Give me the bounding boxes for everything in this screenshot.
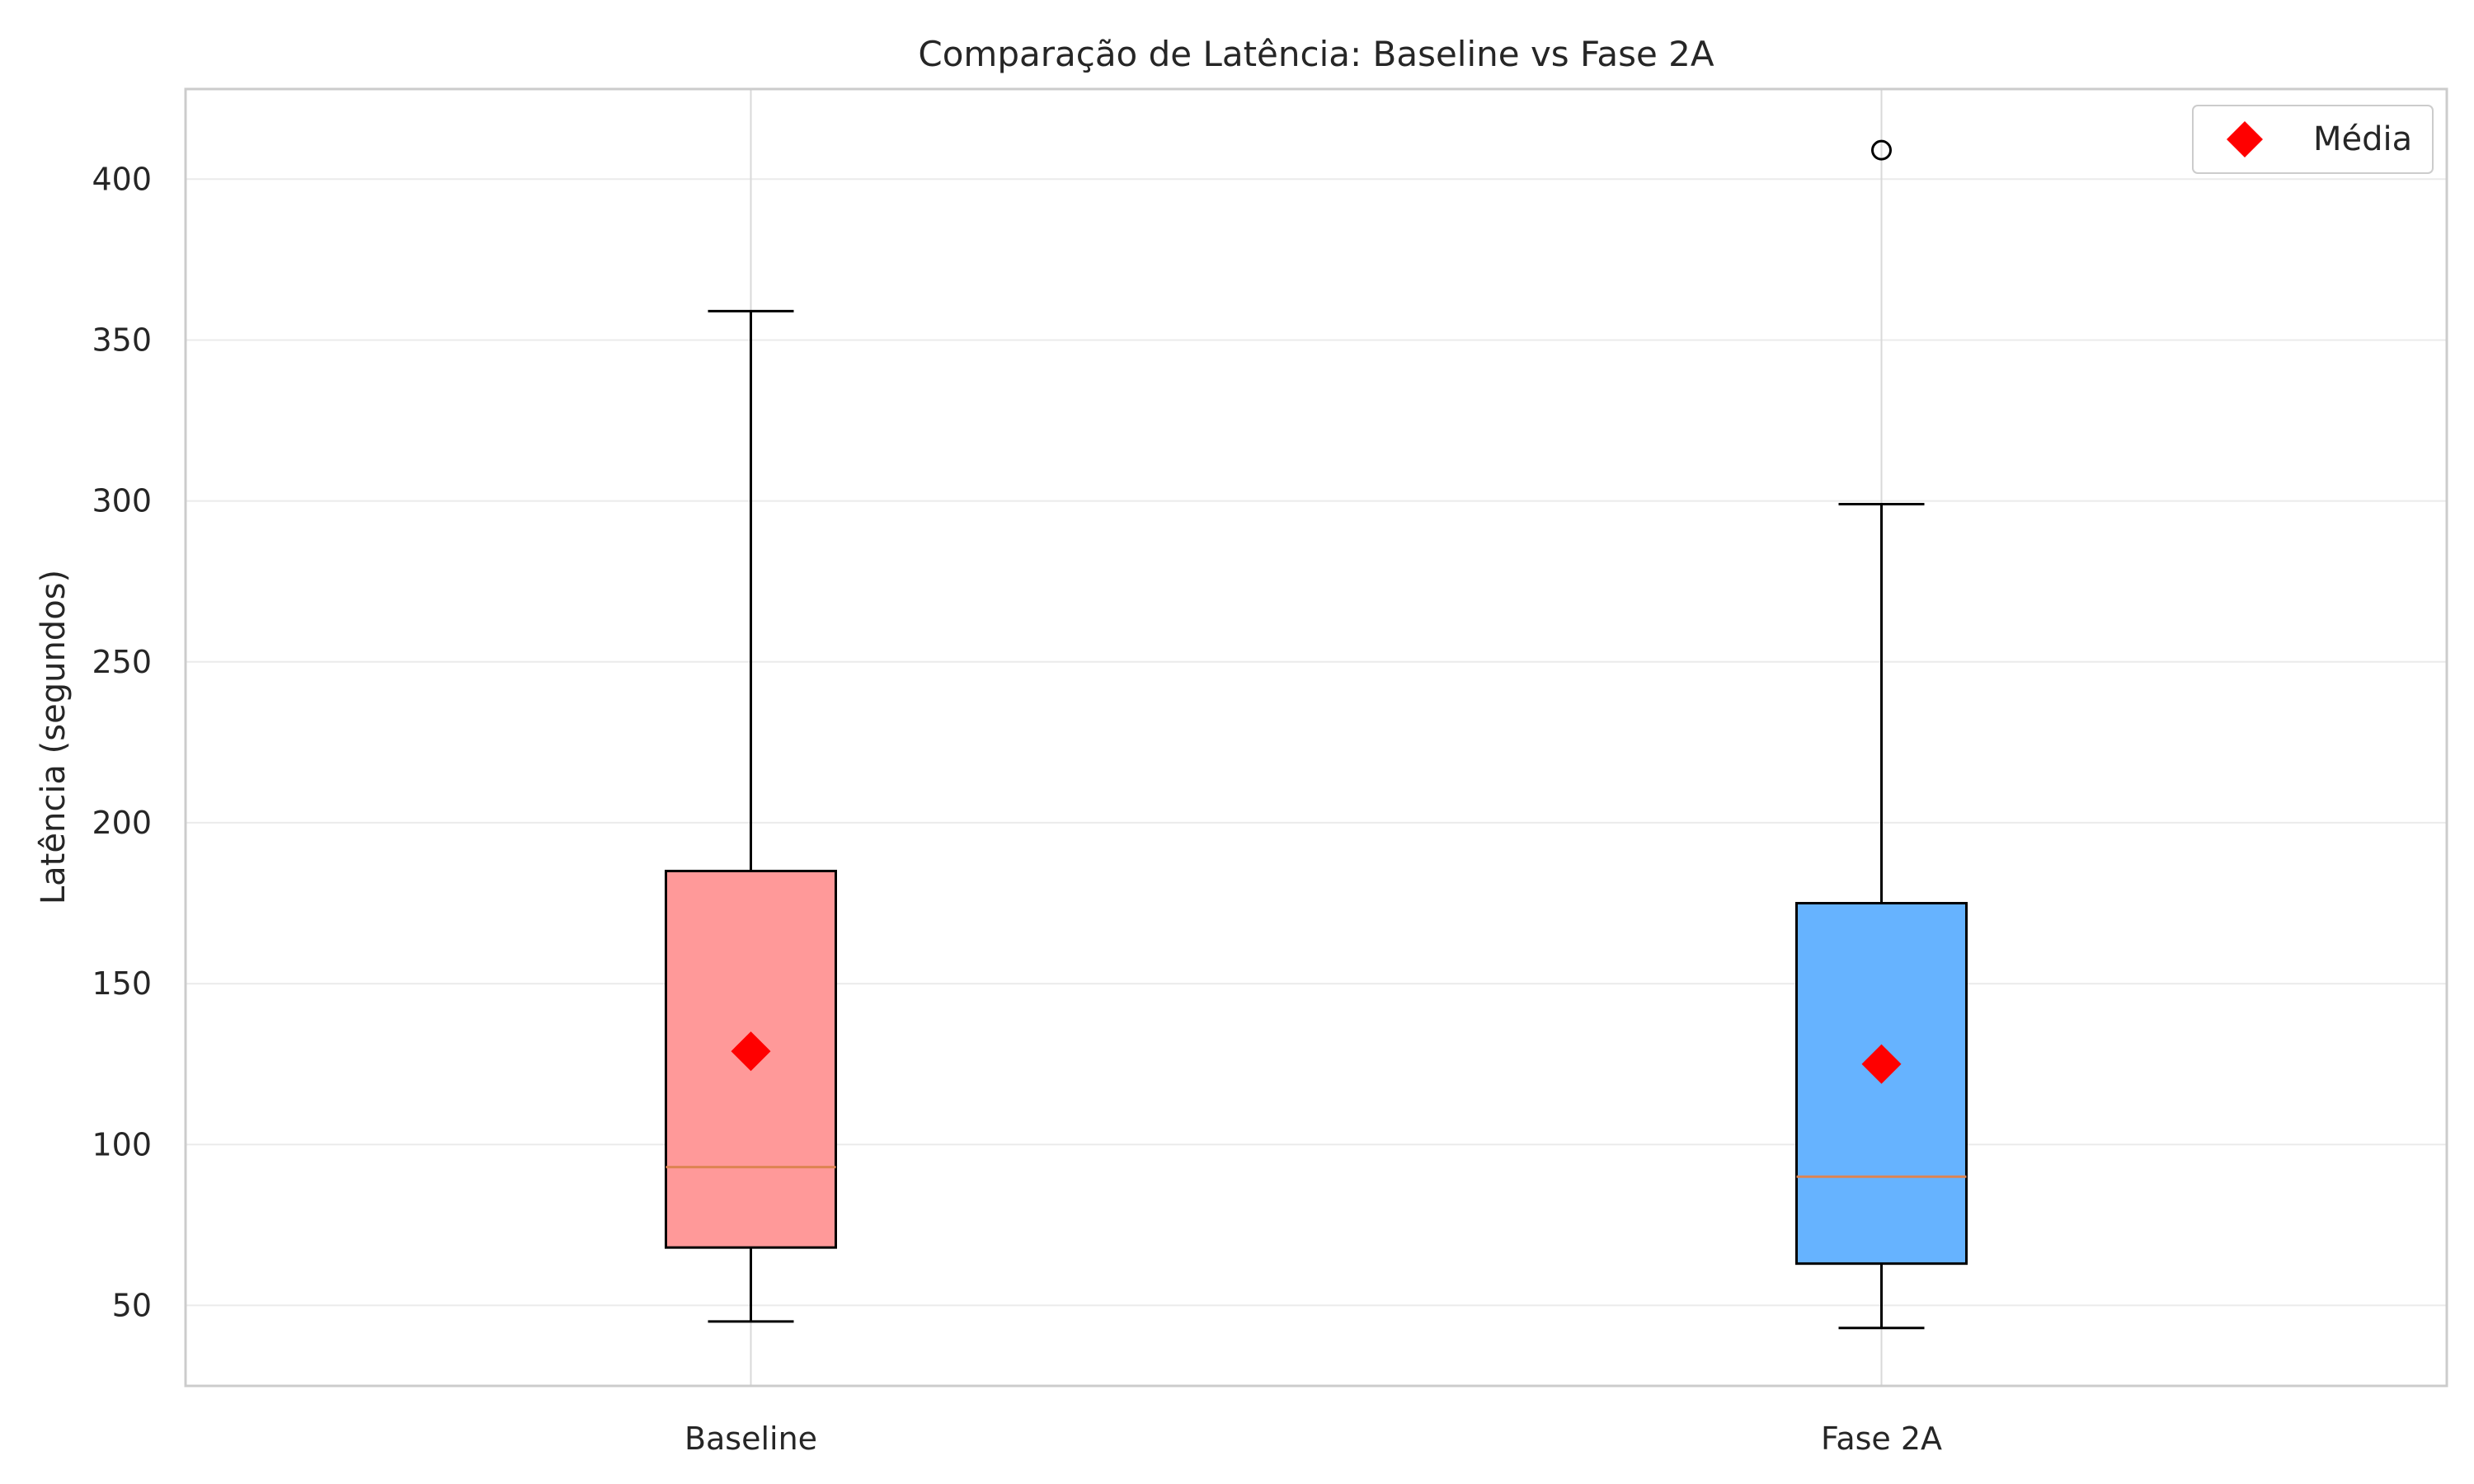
plot-frame (184, 87, 2448, 1388)
y-tick-label-50: 50 (112, 1287, 152, 1323)
legend: Média (2192, 105, 2434, 174)
y-tick-label-300: 300 (92, 483, 152, 519)
legend-label: Média (2313, 120, 2412, 158)
legend-mean-marker (2227, 121, 2263, 157)
y-tick-label-250: 250 (92, 644, 152, 680)
boxes (665, 139, 1968, 1330)
y-tick-label-100: 100 (92, 1126, 152, 1162)
y-tick-label-400: 400 (92, 161, 152, 197)
y-tick-label-350: 350 (92, 322, 152, 358)
y-tick-label-200: 200 (92, 805, 152, 841)
y-tick-label-150: 150 (92, 965, 152, 1002)
x-tick-labels: Baseline Fase 2A (684, 1421, 1942, 1457)
legend-frame (2192, 105, 2434, 174)
mean-marker-0 (731, 1031, 771, 1072)
plot-background (186, 89, 2447, 1386)
chart-title: Comparação de Latência: Baseline vs Fase… (918, 34, 1714, 74)
mean-marker-1 (1861, 1044, 1902, 1084)
y-axis-label: Latência (segundos) (35, 570, 73, 904)
outlier-1-0 (1871, 139, 1892, 161)
x-tick-label-1: Fase 2A (1821, 1421, 1942, 1457)
x-tick-label-0: Baseline (684, 1421, 817, 1457)
y-tick-labels: 50 100 150 200 250 300 350 400 (92, 161, 152, 1323)
box-group-1 (1795, 139, 1968, 1330)
box-group-0 (665, 309, 837, 1323)
